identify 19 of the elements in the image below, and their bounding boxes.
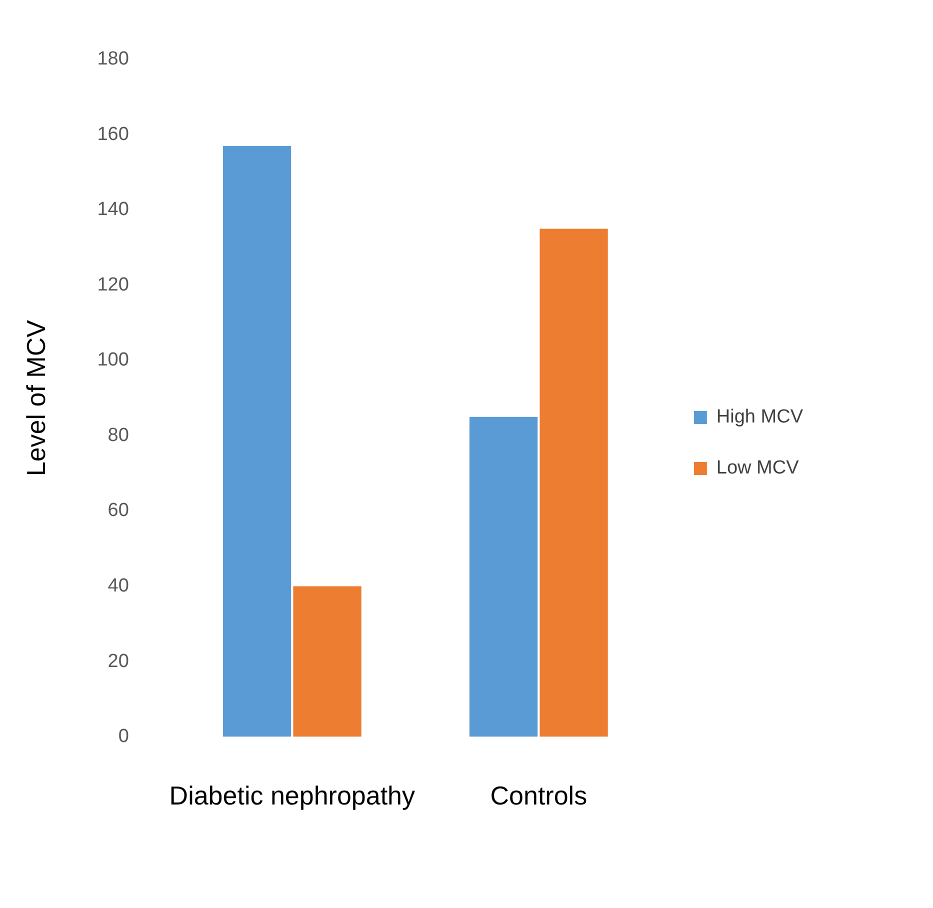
y-tick-label: 60 bbox=[108, 500, 129, 522]
y-tick-label: 160 bbox=[97, 124, 129, 145]
y-tick-label: 0 bbox=[118, 726, 129, 748]
bar bbox=[293, 586, 362, 737]
y-tick-label: 40 bbox=[108, 576, 129, 596]
y-tick-label: 100 bbox=[97, 350, 129, 371]
legend-label: High MCV bbox=[716, 406, 804, 428]
bar bbox=[469, 416, 538, 737]
bar bbox=[222, 146, 292, 737]
x-tick-label: Controls bbox=[490, 780, 588, 811]
legend-label: Low MCV bbox=[716, 458, 800, 479]
bar bbox=[540, 228, 608, 737]
y-axis-title: Level of MCV bbox=[20, 319, 51, 476]
y-tick-label: 80 bbox=[108, 424, 129, 446]
y-tick-label: 180 bbox=[97, 48, 129, 70]
x-tick-label: Diabetic nephropathy bbox=[169, 780, 416, 811]
y-tick-label: 140 bbox=[97, 199, 129, 220]
y-tick-label: 120 bbox=[97, 274, 129, 296]
y-tick-label: 20 bbox=[108, 650, 129, 672]
